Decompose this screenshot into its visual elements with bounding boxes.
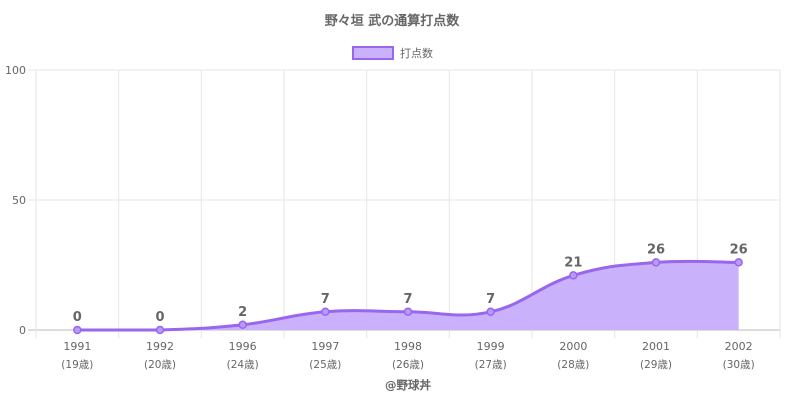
data-point — [155, 325, 165, 335]
legend[interactable]: 打点数 — [352, 46, 433, 60]
x-tick-label: 1996 — [229, 340, 257, 353]
data-point — [238, 320, 247, 330]
data-point — [321, 307, 330, 317]
x-tick-sublabel: (27歳) — [475, 359, 507, 371]
data-point — [651, 258, 661, 267]
x-tick-sublabel: (29歳) — [640, 359, 672, 371]
legend-swatch — [352, 46, 394, 60]
x-tick-sublabel: (26歳) — [392, 359, 424, 371]
x-tick-sublabel: (24歳) — [227, 359, 259, 371]
y-tick-label: 0 — [19, 324, 26, 337]
x-tick-label: 1997 — [311, 340, 339, 353]
x-tick-label: 1992 — [146, 340, 174, 353]
x-tick-sublabel: (28歳) — [557, 359, 589, 371]
grid — [28, 69, 781, 338]
x-tick-label: 2000 — [559, 340, 587, 353]
data-label: 21 — [564, 255, 582, 270]
data-label: 26 — [647, 242, 665, 257]
data-label: 0 — [73, 310, 82, 325]
x-tick-label: 1999 — [477, 340, 505, 353]
footer-credit: @野球丼 — [385, 378, 431, 392]
data-label: 2 — [238, 305, 247, 320]
legend-label: 打点数 — [400, 46, 433, 60]
data-label: 0 — [155, 310, 164, 325]
x-tick-sublabel: (30歳) — [723, 359, 755, 371]
data-point — [403, 307, 413, 317]
data-label: 7 — [321, 292, 330, 307]
x-tick-sublabel: (20歳) — [144, 359, 176, 371]
y-axis: 0 50 100 — [5, 64, 26, 337]
data-point — [569, 271, 578, 280]
y-tick-label: 100 — [5, 64, 26, 77]
data-labels: 0 0 2 7 7 7 21 26 26 — [73, 242, 748, 325]
point-layer — [73, 258, 743, 335]
x-tick-label: 2002 — [725, 340, 753, 353]
data-point — [486, 307, 495, 317]
data-label: 7 — [403, 292, 412, 307]
data-label: 26 — [730, 242, 748, 257]
data-label: 7 — [486, 292, 495, 307]
chart-title: 野々垣 武の通算打点数 — [325, 13, 461, 29]
x-tick-sublabel: (19歳) — [61, 359, 93, 371]
data-point — [734, 258, 743, 267]
x-tick-label: 1991 — [63, 340, 91, 353]
y-tick-label: 50 — [12, 194, 26, 207]
x-tick-label: 1998 — [394, 340, 422, 353]
x-tick-label: 2001 — [642, 340, 670, 353]
x-axis: 1991 (19歳) 1992 (20歳) 1996 (24歳) 1997 (25歳) 1998… — [61, 340, 754, 371]
x-tick-sublabel: (25歳) — [309, 359, 341, 371]
data-point — [73, 325, 82, 335]
